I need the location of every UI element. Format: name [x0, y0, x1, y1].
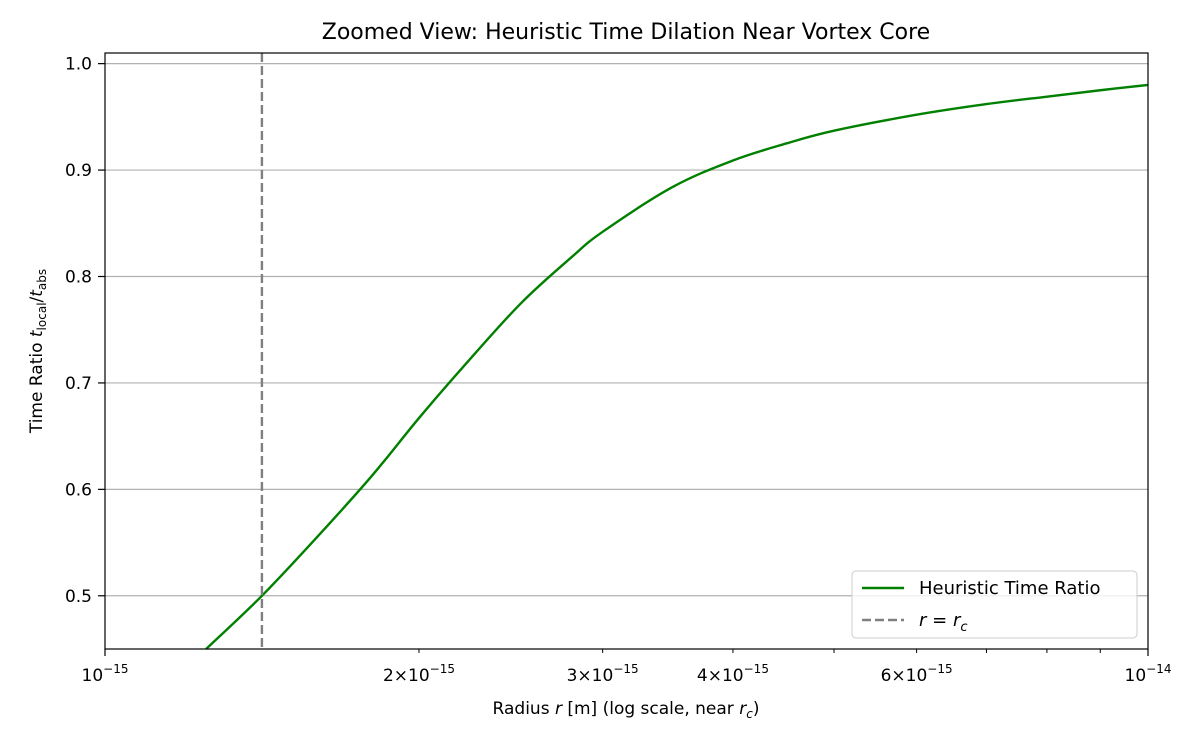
legend-label-heuristic-time-ratio: Heuristic Time Ratio [919, 578, 1100, 599]
x-minor-tick-label: 3×10−15 [567, 662, 639, 686]
legend-label-r-equals-rc: r = rc [919, 610, 968, 635]
plot-frame [104, 52, 1149, 650]
y-tick-label: 1.0 [65, 55, 92, 75]
x-axis-label: Radius r [m] (log scale, near rc) [493, 699, 760, 721]
legend-box [851, 570, 1138, 639]
x-tick-label: 10−14 [1125, 662, 1172, 686]
x-tick-layer: 10−15 10−14 2×10−15 3×10−15 4×10−15 6×10−15 [82, 649, 1172, 686]
data-layer [205, 53, 1149, 650]
y-tick-layer: 0.5 0.6 0.7 0.8 0.9 1.0 [65, 55, 105, 607]
y-axis-label: Time Ratio tlocal/tabs [27, 269, 49, 434]
x-minor-tick-label: 4×10−15 [697, 662, 769, 686]
chart-title: Zoomed View: Heuristic Time Dilation Nea… [322, 20, 930, 45]
x-tick-label: 10−15 [82, 662, 129, 686]
y-tick-label: 0.5 [65, 587, 92, 607]
y-tick-label: 0.6 [65, 480, 92, 500]
y-tick-label: 0.7 [65, 374, 92, 394]
legend: Heuristic Time Ratio r = rc [851, 570, 1138, 639]
y-tick-label: 0.8 [65, 268, 92, 288]
x-minor-tick-label: 2×10−15 [383, 662, 455, 686]
x-minor-tick-label: 6×10−15 [881, 662, 953, 686]
y-tick-label: 0.9 [65, 161, 92, 181]
series-line-heuristic-time-ratio [205, 83, 1149, 650]
